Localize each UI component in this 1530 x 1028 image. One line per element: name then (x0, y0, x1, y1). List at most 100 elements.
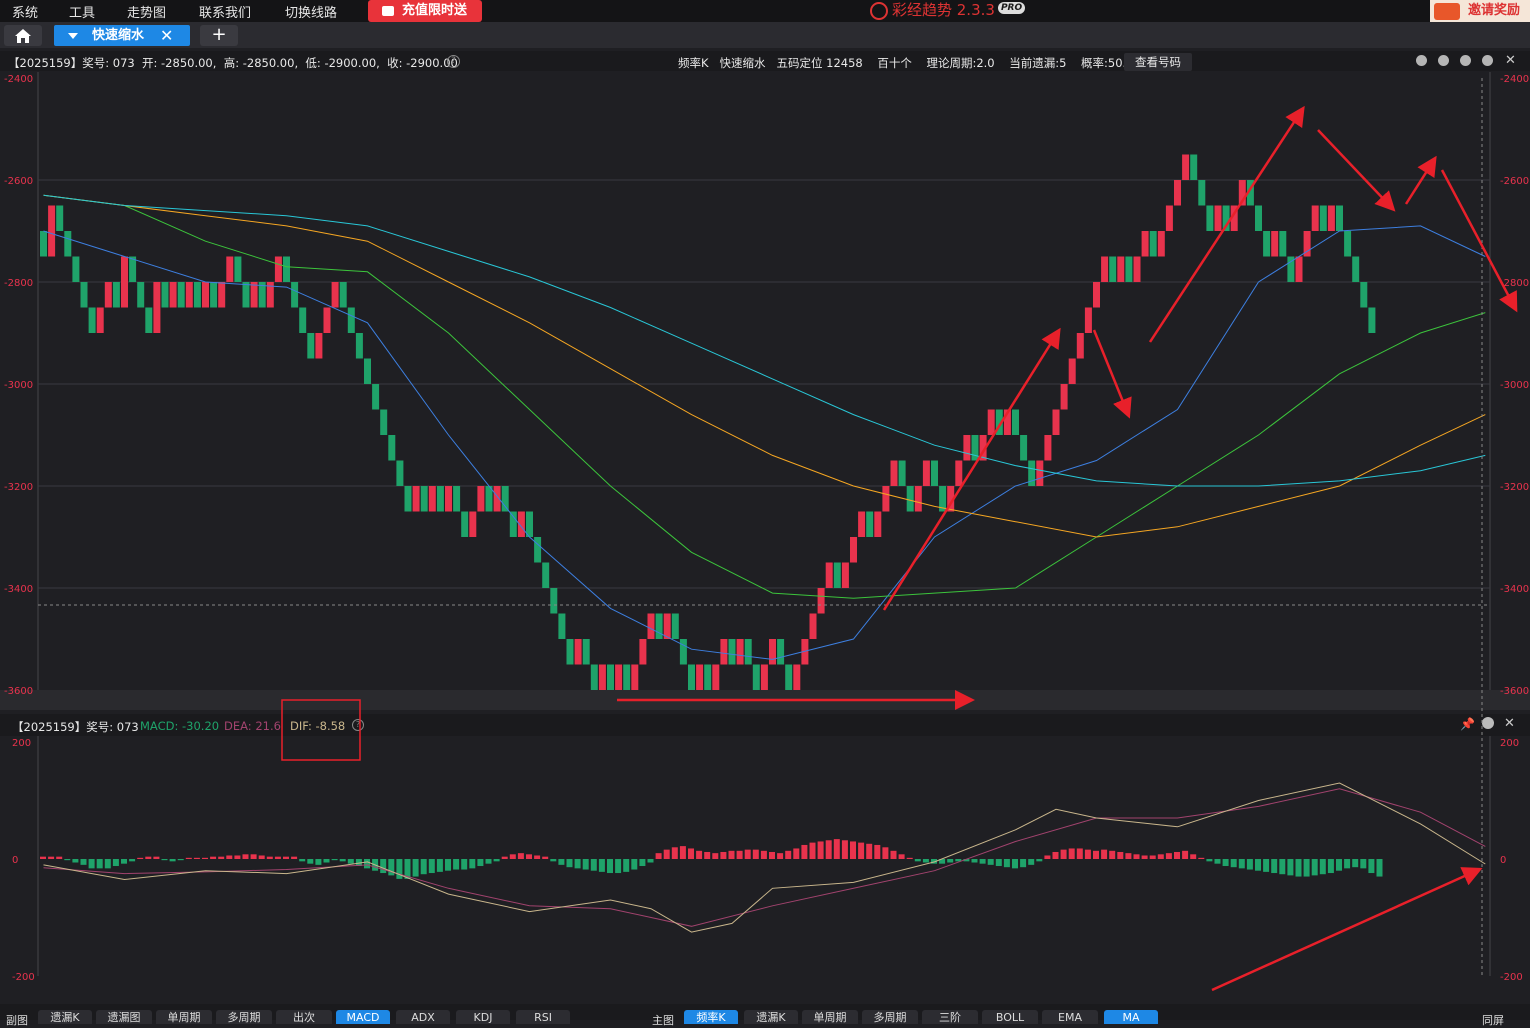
macd-bar-positive (704, 851, 711, 859)
brand-logo-icon (870, 1, 888, 20)
candle-up (858, 511, 866, 537)
annotation-box (281, 699, 361, 761)
dea-line (43, 788, 1486, 927)
home-icon (15, 29, 31, 43)
gift-icon (1434, 3, 1460, 20)
candle-down (1344, 231, 1352, 257)
ma20-line (43, 194, 1486, 538)
back-icon[interactable] (1438, 55, 1449, 66)
macd-bar-positive (509, 854, 516, 859)
arrow-up-icon[interactable] (1460, 55, 1471, 66)
candle-down (436, 486, 444, 512)
candle-up (1093, 282, 1100, 308)
y-axis-right-label: -2400 (1500, 74, 1529, 85)
candle-down (291, 282, 299, 308)
macd-bar-positive (1068, 848, 1075, 859)
settings-icon[interactable] (1482, 717, 1494, 729)
candle-up (1174, 180, 1181, 206)
candle-up (769, 639, 776, 665)
menu-tools[interactable]: 工具 (69, 6, 96, 21)
add-tab-button[interactable]: + (200, 25, 238, 46)
candle-down (1287, 256, 1295, 282)
candle-up (914, 486, 922, 512)
candle-down (1149, 231, 1157, 257)
macd-bar-positive (712, 853, 719, 859)
help-icon[interactable]: ? (352, 719, 364, 731)
macd-bar-positive (850, 841, 856, 859)
edit-icon[interactable] (1416, 55, 1427, 66)
candle-up (266, 282, 274, 308)
macd-bar-negative (607, 859, 613, 874)
macd-bar-positive (744, 849, 751, 859)
macd-bar-positive (1084, 849, 1091, 859)
y-axis-right-label: -3200 (1500, 482, 1529, 493)
help-icon[interactable]: ? (447, 55, 460, 68)
macd-bar-positive (809, 842, 816, 859)
candle-up (1003, 409, 1011, 435)
menu-contact[interactable]: 联系我们 (199, 6, 252, 21)
candle-up (1230, 205, 1238, 231)
macd-bar-positive (185, 857, 192, 859)
macd-bar-positive (769, 851, 775, 859)
pin-icon[interactable]: 📌 (1460, 717, 1475, 731)
menu-trend-chart[interactable]: 走势图 (127, 6, 167, 21)
candle-down (88, 307, 96, 333)
macd-bar-positive (145, 856, 152, 859)
invite-reward-button[interactable]: 邀请奖励 (1430, 0, 1530, 22)
macd-bar-positive (1117, 851, 1124, 859)
macd-bar-positive (291, 856, 298, 859)
chevron-down-icon[interactable] (68, 33, 78, 39)
candle-down (607, 664, 614, 690)
candle-down (347, 307, 355, 333)
candle-down (64, 231, 72, 257)
close-icon[interactable]: ✕ (1505, 53, 1516, 68)
y-axis-right-label: -2800 (1500, 278, 1529, 289)
macd-bar-negative (615, 859, 622, 874)
menu-switch-line[interactable]: 切换线路 (285, 6, 338, 21)
candle-up (1165, 205, 1173, 231)
view-numbers-button[interactable]: 查看号码 (1124, 53, 1192, 71)
candle-up (1076, 333, 1084, 359)
promo-recharge-button[interactable]: 充值限时送 (368, 0, 482, 22)
candle-down (485, 486, 493, 512)
candle-down (283, 256, 290, 282)
candle-up (809, 613, 817, 639)
macd-bar-negative (963, 859, 970, 862)
macd-bar-negative (485, 859, 492, 864)
macd-bar-negative (1214, 859, 1221, 864)
macd-bar-positive (858, 842, 865, 859)
candle-down (671, 613, 679, 639)
macd-bar-positive (752, 849, 759, 859)
macd-bar-negative (461, 859, 468, 870)
macd-bar-negative (80, 859, 87, 865)
macd-bar-negative (1003, 859, 1010, 868)
candle-down (453, 486, 461, 512)
macd-bar-negative (1206, 859, 1213, 862)
macd-bar-negative (566, 859, 573, 868)
candle-down (566, 639, 574, 665)
arrow-down-icon[interactable] (1482, 55, 1493, 66)
candle-down (728, 639, 736, 665)
macd-bar-negative (1352, 859, 1359, 868)
y-axis-left-label: -2400 (4, 74, 33, 85)
candle-up (987, 409, 995, 435)
home-button[interactable] (4, 25, 42, 46)
candle-up (979, 435, 987, 461)
candle-down (623, 664, 631, 690)
y-axis-left-label: -3400 (4, 584, 33, 595)
candle-down (242, 282, 250, 308)
ma5-line (43, 225, 1486, 660)
macd-bar-negative (1311, 859, 1318, 876)
candle-up (1101, 256, 1109, 282)
candle-down (372, 384, 380, 410)
macd-bar-positive (40, 856, 46, 859)
close-icon[interactable]: ✕ (160, 26, 174, 45)
menu-system[interactable]: 系统 (12, 6, 39, 21)
macd-bar-negative (1222, 859, 1229, 867)
candle-up (1036, 460, 1044, 486)
macd-bar-negative (445, 859, 451, 871)
close-icon[interactable]: ✕ (1504, 716, 1515, 731)
candle-up (825, 562, 833, 588)
tab-quick-filter[interactable]: 快速缩水 ✕ (54, 25, 190, 46)
